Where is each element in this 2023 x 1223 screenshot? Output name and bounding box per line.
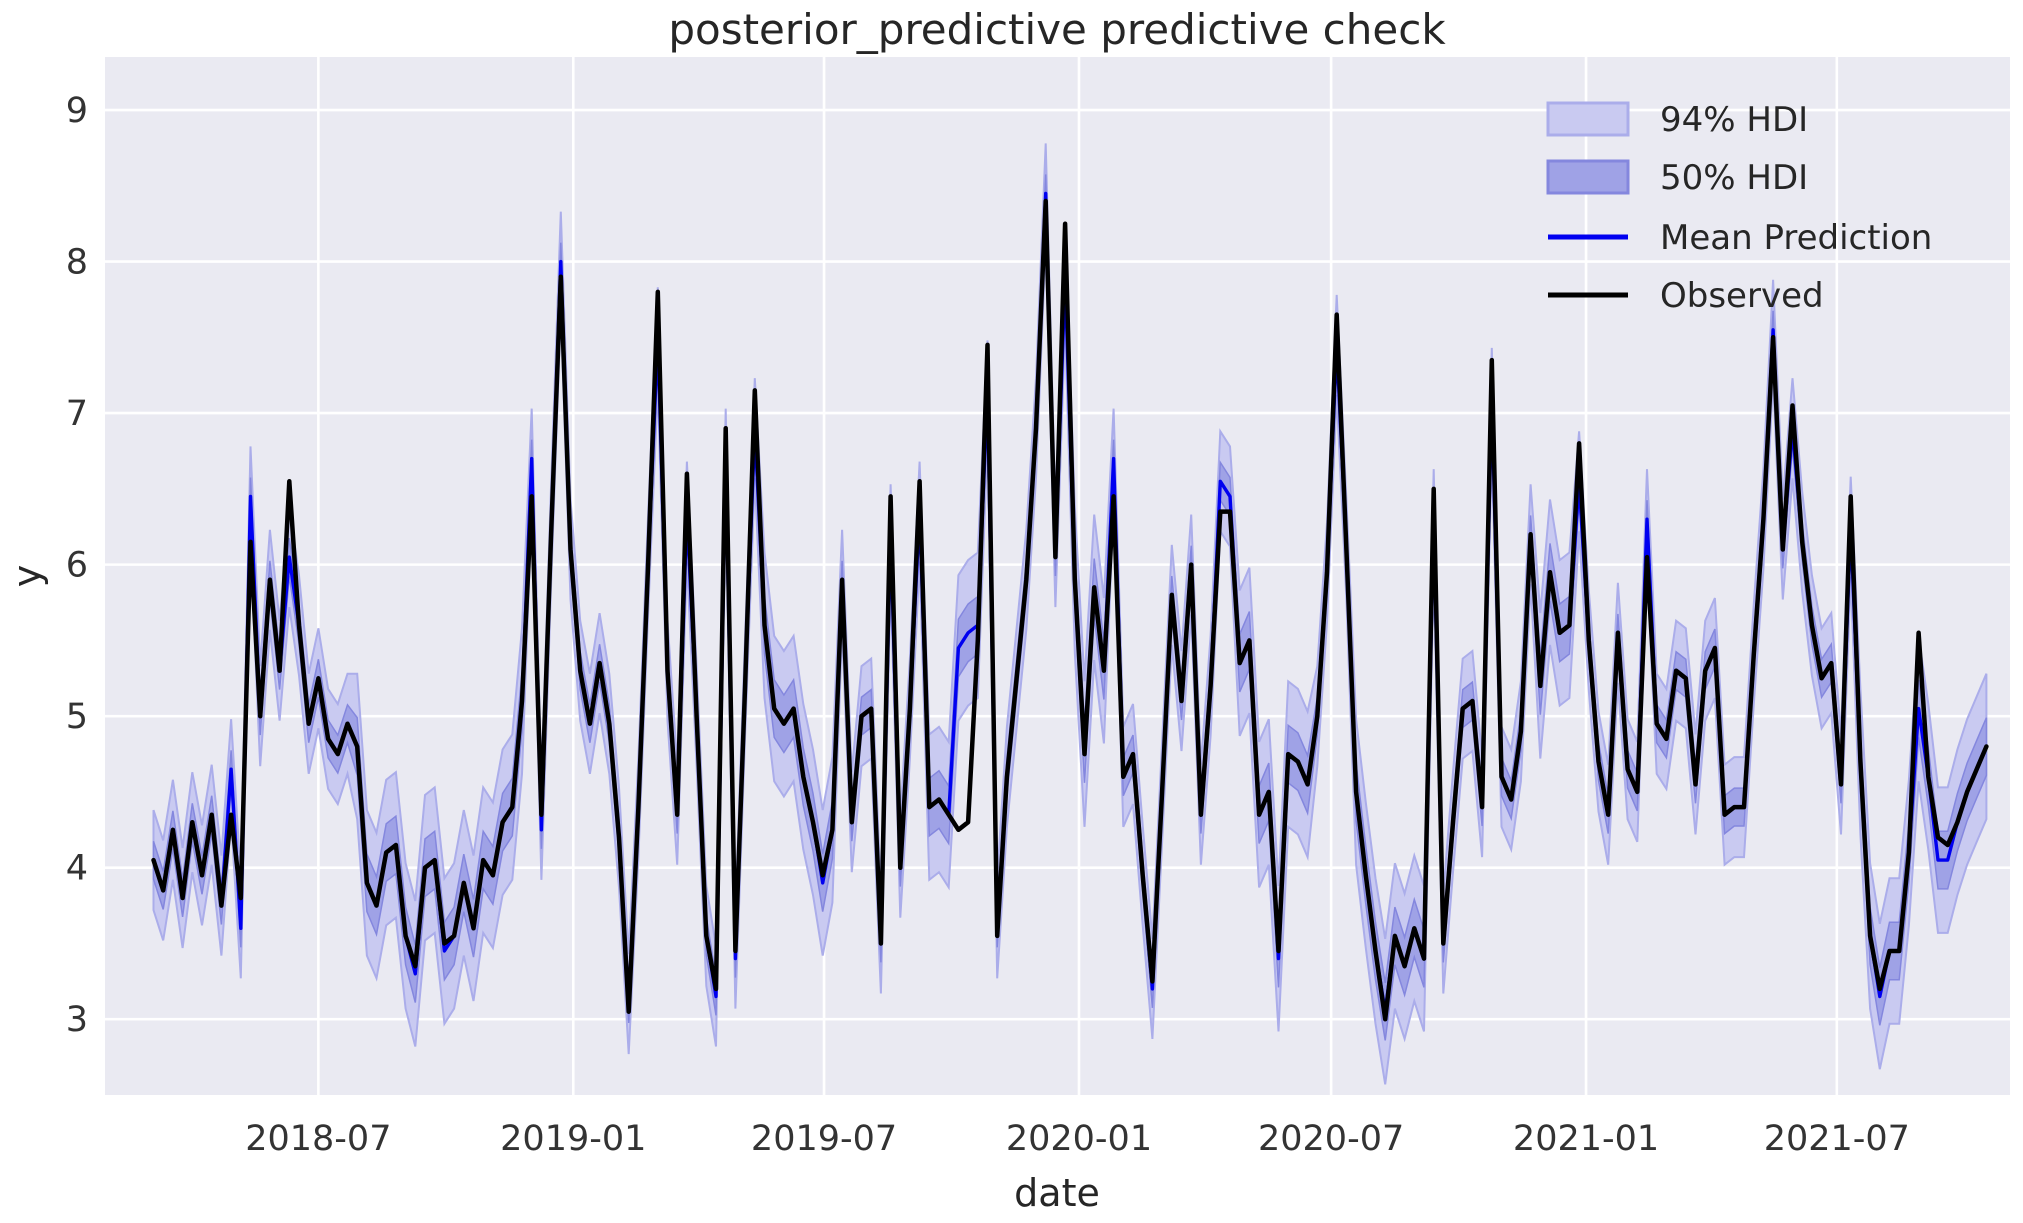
- x-tick-label: 2019-07: [751, 1119, 897, 1159]
- x-axis-label: date: [1014, 1171, 1100, 1215]
- y-tick-label: 8: [66, 243, 88, 283]
- x-tick-labels: 2018-07 2019-01 2019-07 2020-01 2020-07 2021-…: [245, 1119, 1910, 1159]
- x-tick-label: 2020-07: [1258, 1119, 1404, 1159]
- hdi94-band-path: [152, 143, 1988, 1085]
- hdi94-band: [152, 143, 1988, 1085]
- legend-label-mean-prediction: Mean Prediction: [1660, 218, 1932, 258]
- legend-label-94-hdi: 94% HDI: [1660, 100, 1808, 140]
- y-tick-label: 5: [66, 697, 88, 737]
- x-tick-label: 2019-01: [500, 1119, 646, 1159]
- y-tick-label: 4: [66, 849, 88, 889]
- chart-title: posterior_predictive predictive check: [668, 5, 1446, 54]
- x-tick-label: 2020-01: [1006, 1119, 1152, 1159]
- y-tick-labels: 3 4 5 6 7 8 9: [66, 91, 88, 1040]
- legend-swatch-50-hdi: [1546, 159, 1630, 195]
- legend-label-observed: Observed: [1660, 276, 1824, 316]
- y-tick-label: 7: [66, 394, 88, 434]
- x-tick-label: 2021-01: [1513, 1119, 1659, 1159]
- y-tick-label: 9: [66, 91, 88, 131]
- legend: 94% HDI 50% HDI Mean Prediction Observed: [1546, 100, 1932, 316]
- series-line-observed: [151, 198, 1989, 1022]
- legend-label-50-hdi: 50% HDI: [1660, 158, 1808, 198]
- y-tick-label: 6: [66, 546, 88, 586]
- plot-area: [105, 57, 2010, 1095]
- legend-swatch-94-hdi: [1546, 101, 1630, 137]
- x-tick-label: 2018-07: [245, 1119, 391, 1159]
- x-tick-label: 2021-07: [1764, 1119, 1910, 1159]
- y-axis-label: y: [5, 565, 49, 588]
- series-lines: [151, 191, 1989, 1022]
- y-tick-label: 3: [66, 1000, 88, 1040]
